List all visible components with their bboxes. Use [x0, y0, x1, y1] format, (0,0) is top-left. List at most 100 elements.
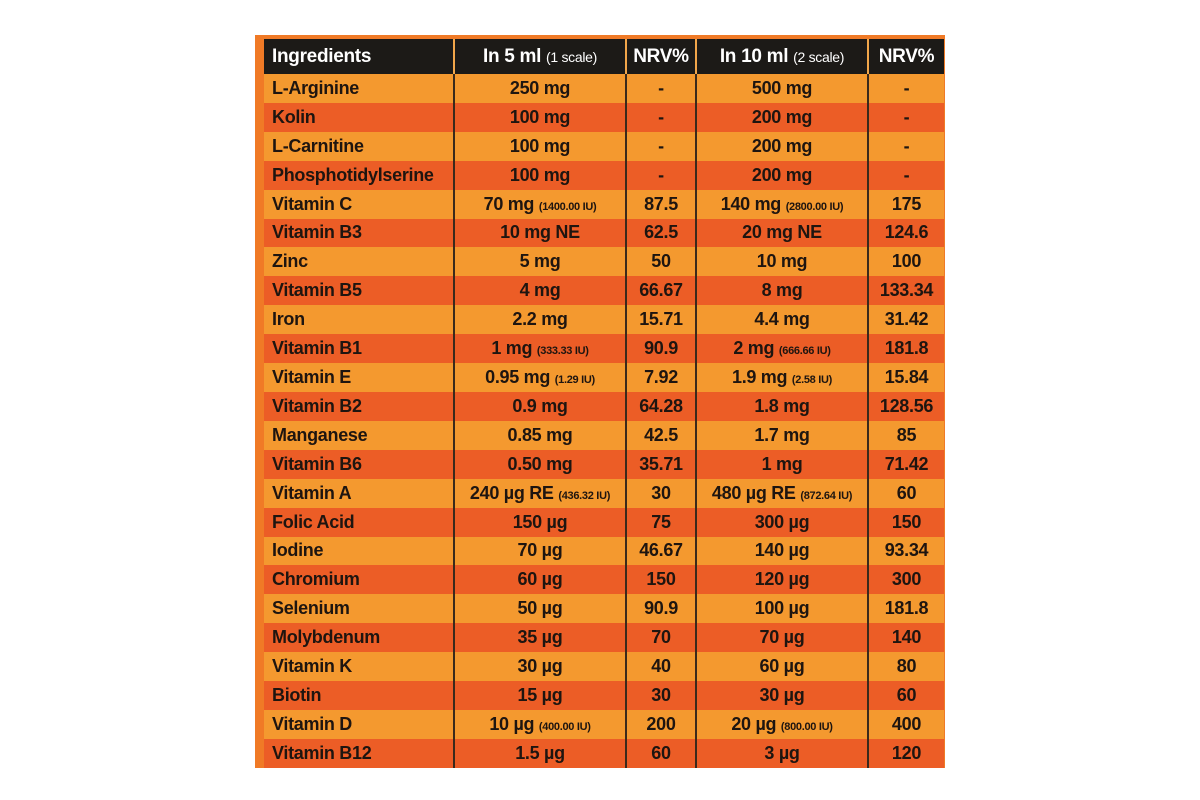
table-row: Iodine 70 µg 46.67 140 µg 93.34 — [264, 536, 944, 566]
nrv-5ml: 30 — [626, 478, 697, 508]
table-body: L-Arginine 250 mg - 500 mg - Kolin 100 mg - 200 … — [264, 74, 944, 768]
ingredient-name: Vitamin E — [264, 363, 455, 392]
nrv-5ml: 70 — [626, 623, 697, 653]
amount-10ml: 140 mg (2800.00 IU) — [696, 189, 869, 219]
nrv-5ml: - — [626, 131, 697, 161]
amount-5ml: 0.85 mg — [454, 420, 627, 450]
amount-5ml-value: 15 µg — [517, 684, 563, 705]
nrv-5ml: 46.67 — [626, 536, 697, 566]
amount-10ml-value: 200 mg — [751, 164, 813, 185]
ingredient-name: Vitamin C — [264, 189, 455, 219]
amount-5ml-value: 5 mg — [519, 251, 561, 272]
amount-10ml-value: 300 µg — [754, 511, 810, 532]
header-in-5ml-sub: (1 scale) — [546, 48, 598, 65]
amount-10ml: 500 mg — [696, 74, 869, 103]
amount-5ml: 100 mg — [454, 160, 627, 190]
amount-5ml-value: 100 mg — [509, 135, 571, 156]
nrv-10ml: - — [903, 106, 910, 127]
ingredient-name: Vitamin D — [264, 709, 455, 739]
amount-5ml-value: 240 µg RE — [469, 482, 554, 503]
amount-5ml: 10 µg (400.00 IU) — [454, 709, 627, 739]
amount-5ml: 4 mg — [454, 276, 627, 306]
table-row: Vitamin B5 4 mg 66.67 8 mg 133.34 — [264, 276, 944, 306]
nrv-5ml: - — [626, 102, 697, 132]
table-row: Vitamin B12 1.5 µg 60 3 µg 120 — [264, 738, 944, 768]
amount-10ml: 300 µg — [696, 507, 869, 537]
nrv-10ml: 60 — [896, 684, 917, 705]
amount-5ml-value: 1 mg — [491, 338, 533, 359]
table-row: Vitamin K 30 µg 40 60 µg 80 — [264, 652, 944, 682]
amount-10ml-value: 1.9 mg — [731, 367, 788, 388]
amount-5ml: 30 µg — [454, 652, 627, 682]
nrv-5ml: - — [626, 74, 697, 103]
ingredient-name: Biotin — [264, 681, 455, 710]
amount-5ml-value: 0.50 mg — [507, 453, 573, 474]
table-row: L-Arginine 250 mg - 500 mg - — [264, 74, 944, 103]
nrv-10ml: 85 — [896, 424, 917, 445]
amount-5ml: 240 µg RE (436.32 IU) — [454, 478, 627, 508]
nrv-5ml: 75 — [626, 507, 697, 537]
amount-5ml-value: 150 µg — [512, 511, 568, 532]
ingredient-name: L-Carnitine — [264, 131, 455, 161]
nrv-10ml: 400 — [891, 713, 922, 734]
table-row: Vitamin B1 1 mg (333.33 IU) 90.9 2 mg (666.… — [264, 334, 944, 364]
table-row: Vitamin B2 0.9 mg 64.28 1.8 mg 128.56 — [264, 391, 944, 421]
amount-5ml: 10 mg NE — [454, 218, 627, 248]
nrv-10ml: - — [903, 77, 910, 98]
ingredient-name: Iodine — [264, 536, 455, 566]
amount-5ml-value: 50 µg — [517, 598, 563, 619]
amount-5ml: 70 µg — [454, 536, 627, 566]
ingredient-name: Iron — [264, 305, 455, 335]
amount-10ml-value: 1.7 mg — [754, 424, 810, 445]
amount-5ml: 60 µg — [454, 565, 627, 595]
amount-5ml-iu: (436.32 IU) — [558, 489, 611, 502]
amount-5ml-value: 0.95 mg — [485, 367, 551, 388]
amount-10ml: 2 mg (666.66 IU) — [696, 334, 869, 364]
amount-10ml: 20 µg (800.00 IU) — [696, 709, 869, 739]
amount-10ml-value: 100 µg — [754, 598, 810, 619]
nutrition-label: Ingredients In 5 ml (1 scale) NRV% In 10… — [255, 35, 945, 768]
nrv-10ml: 71.42 — [884, 453, 929, 474]
nrv-5ml: 15.71 — [626, 305, 697, 335]
nrv-10ml: 181.8 — [884, 338, 929, 359]
nrv-5ml: 60 — [626, 738, 697, 768]
table-row: Zinc 5 mg 50 10 mg 100 — [264, 247, 944, 277]
ingredient-name: Manganese — [264, 420, 455, 450]
amount-10ml: 70 µg — [696, 623, 869, 653]
nrv-5ml: 90.9 — [626, 594, 697, 624]
nrv-10ml: 124.6 — [884, 222, 929, 243]
amount-5ml-value: 30 µg — [517, 656, 563, 677]
ingredient-name: Vitamin B1 — [264, 334, 455, 364]
nrv-10ml: 181.8 — [884, 598, 929, 619]
amount-10ml-value: 1 mg — [761, 453, 803, 474]
table-row: Kolin 100 mg - 200 mg - — [264, 102, 944, 132]
ingredient-name: L-Arginine — [264, 74, 455, 103]
amount-10ml: 1.7 mg — [696, 420, 869, 450]
amount-5ml: 250 mg — [454, 74, 627, 103]
amount-10ml-iu: (872.64 IU) — [800, 489, 853, 502]
amount-10ml-iu: (2800.00 IU) — [785, 200, 844, 213]
amount-5ml-iu: (333.33 IU) — [536, 345, 589, 358]
amount-10ml: 120 µg — [696, 565, 869, 595]
table-row: Vitamin B3 10 mg NE 62.5 20 mg NE 124.6 — [264, 218, 944, 248]
table-row: Vitamin B6 0.50 mg 35.71 1 mg 71.42 — [264, 449, 944, 479]
amount-5ml-value: 0.9 mg — [512, 395, 568, 416]
amount-10ml-value: 140 µg — [754, 540, 810, 561]
amount-5ml-value: 100 mg — [509, 106, 571, 127]
amount-10ml: 1 mg — [696, 449, 869, 479]
table-row: Selenium 50 µg 90.9 100 µg 181.8 — [264, 594, 944, 624]
amount-10ml: 30 µg — [696, 681, 869, 710]
amount-5ml: 15 µg — [454, 681, 627, 710]
header-in-5ml-main: In 5 ml — [482, 45, 542, 67]
header-ingredients: Ingredients — [264, 39, 455, 74]
table-row: Vitamin C 70 mg (1400.00 IU) 87.5 140 mg (2… — [264, 189, 944, 219]
table-row: Chromium 60 µg 150 120 µg 300 — [264, 565, 944, 595]
table-row: Vitamin D 10 µg (400.00 IU) 200 20 µg (800.… — [264, 709, 944, 739]
amount-5ml: 35 µg — [454, 623, 627, 653]
table-row: Vitamin A 240 µg RE (436.32 IU) 30 480 µg R… — [264, 478, 944, 508]
amount-10ml-value: 200 mg — [751, 106, 813, 127]
amount-5ml-iu: (400.00 IU) — [538, 720, 591, 733]
nrv-10ml: 128.56 — [879, 395, 934, 416]
amount-5ml-iu: (1.29 IU) — [554, 374, 595, 387]
amount-5ml: 5 mg — [454, 247, 627, 277]
